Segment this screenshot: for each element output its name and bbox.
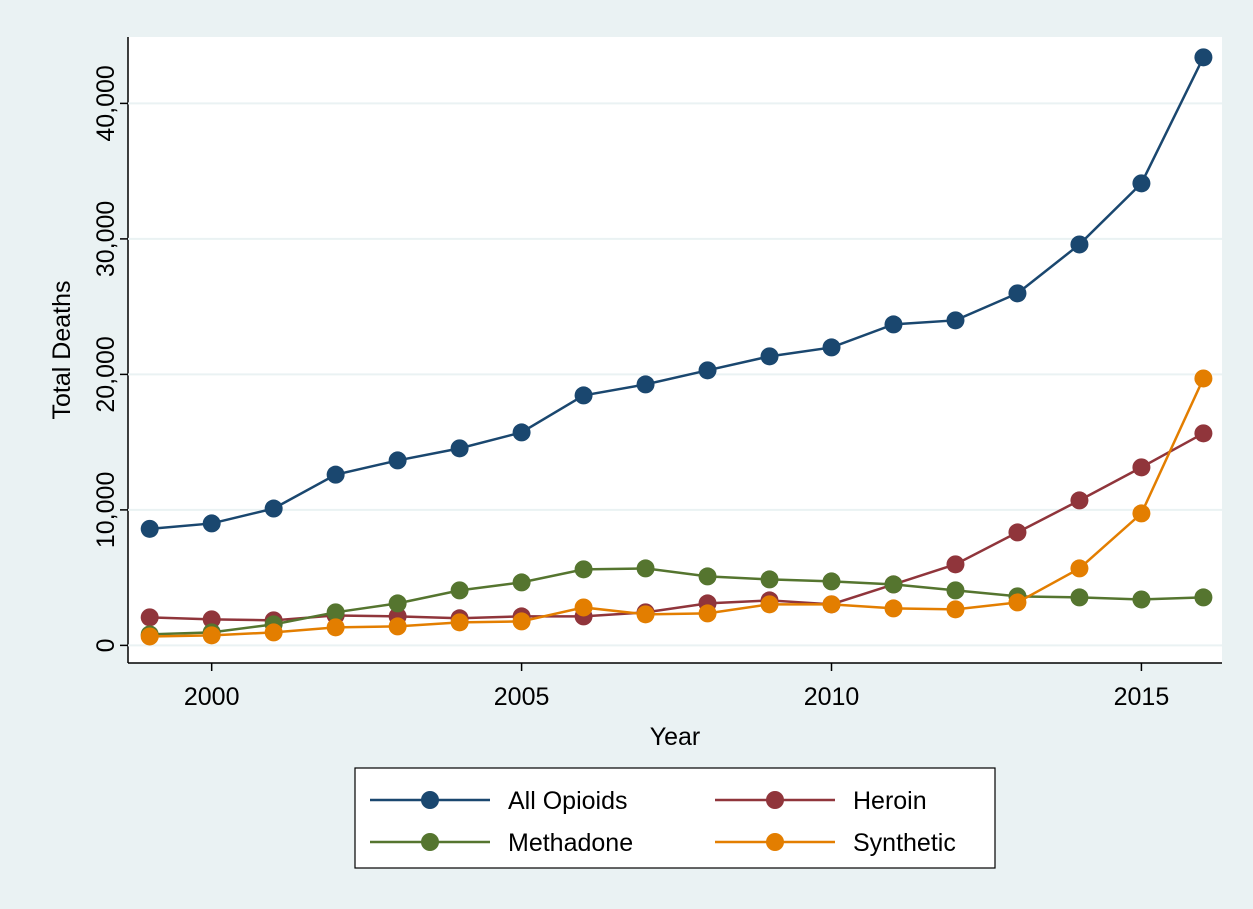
data-point — [1132, 590, 1151, 609]
data-point — [202, 514, 221, 533]
series-line — [149, 56, 1205, 531]
data-point — [388, 617, 407, 636]
data-point — [698, 361, 717, 380]
data-point — [450, 613, 469, 632]
data-point — [946, 581, 965, 600]
data-point — [1070, 491, 1089, 510]
data-point — [450, 581, 469, 600]
data-point — [1070, 559, 1089, 578]
data-point — [326, 618, 345, 637]
data-point — [512, 573, 531, 592]
series-line — [149, 432, 1205, 622]
data-point — [698, 604, 717, 623]
x-tick-label: 2000 — [184, 683, 240, 711]
data-point — [760, 595, 779, 614]
y-tick-label: 0 — [92, 638, 120, 652]
legend-label: All Opioids — [508, 787, 628, 815]
y-tick-label: 10,000 — [92, 472, 120, 548]
data-point — [202, 626, 221, 645]
data-point — [1070, 235, 1089, 254]
data-point — [1008, 523, 1027, 542]
series-line — [149, 377, 1205, 638]
data-point — [636, 375, 655, 394]
data-point — [264, 499, 283, 518]
y-tick-label: 30,000 — [92, 201, 120, 277]
legend-marker — [766, 833, 784, 851]
data-point — [388, 451, 407, 470]
data-point — [1194, 588, 1213, 607]
data-point — [698, 567, 717, 586]
data-point — [388, 594, 407, 613]
data-point — [884, 315, 903, 334]
legend-marker — [421, 833, 439, 851]
y-tick-label: 40,000 — [92, 65, 120, 141]
data-point — [1132, 174, 1151, 193]
y-tick-label: 20,000 — [92, 336, 120, 412]
data-point — [264, 623, 283, 642]
x-tick-label: 2005 — [494, 683, 550, 711]
legend-marker — [421, 791, 439, 809]
data-point — [1132, 458, 1151, 477]
y-axis-label: Total Deaths — [48, 281, 76, 420]
data-point — [1008, 284, 1027, 303]
x-tick-label: 2015 — [1114, 683, 1170, 711]
x-axis-label: Year — [650, 723, 701, 751]
legend-label: Heroin — [853, 787, 927, 815]
data-point — [450, 439, 469, 458]
data-point — [1194, 424, 1213, 443]
data-point — [512, 612, 531, 631]
data-point — [946, 311, 965, 330]
data-point — [574, 386, 593, 405]
data-point — [1194, 48, 1213, 67]
legend-label: Synthetic — [853, 829, 956, 857]
data-point — [140, 519, 159, 538]
data-point — [574, 560, 593, 579]
plot-area — [128, 37, 1222, 663]
x-tick-label: 2010 — [804, 683, 860, 711]
data-point — [884, 599, 903, 618]
legend — [354, 767, 996, 869]
data-point — [946, 600, 965, 619]
data-point — [636, 559, 655, 578]
data-point — [202, 610, 221, 629]
data-point — [1070, 588, 1089, 607]
data-point — [822, 595, 841, 614]
data-point — [636, 605, 655, 624]
data-point — [140, 627, 159, 646]
legend-marker — [766, 791, 784, 809]
data-point — [140, 608, 159, 627]
data-point — [574, 598, 593, 617]
data-point — [1132, 504, 1151, 523]
data-point — [822, 338, 841, 357]
data-point — [1194, 369, 1213, 388]
data-point — [884, 575, 903, 594]
data-point — [1008, 593, 1027, 612]
data-point — [760, 347, 779, 366]
data-point — [326, 603, 345, 622]
data-point — [760, 570, 779, 589]
data-point — [822, 572, 841, 591]
data-point — [946, 555, 965, 574]
data-point — [512, 423, 531, 442]
legend-label: Methadone — [508, 829, 633, 857]
data-point — [326, 465, 345, 484]
